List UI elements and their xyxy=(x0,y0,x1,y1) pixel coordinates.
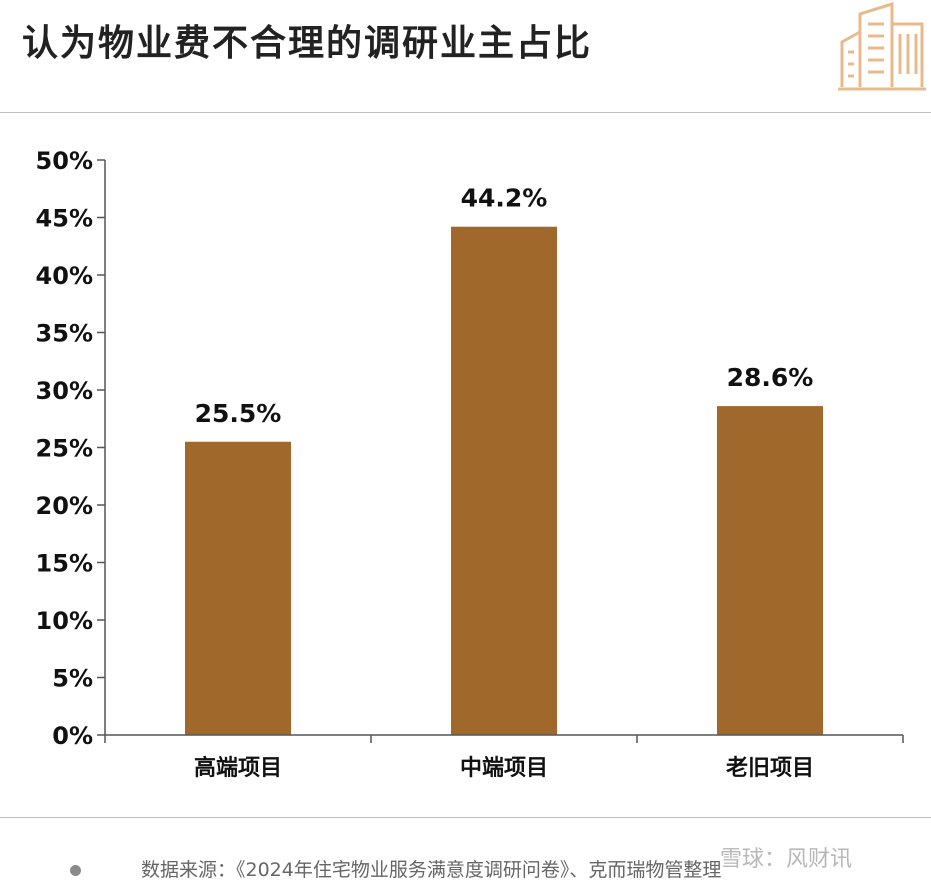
y-tick-label: 25% xyxy=(36,435,93,463)
bullet-dot-icon xyxy=(70,865,81,876)
y-tick-label: 45% xyxy=(36,205,93,233)
bars xyxy=(185,226,823,735)
bar xyxy=(185,441,291,735)
bar xyxy=(717,406,823,735)
y-tick-label: 20% xyxy=(36,492,93,520)
y-tick-label: 50% xyxy=(36,147,93,175)
data-label: 44.2% xyxy=(461,184,548,213)
title-divider xyxy=(0,112,931,113)
building-icon xyxy=(838,2,926,91)
y-tick-label: 10% xyxy=(36,607,93,635)
x-axis: 高端项目 中端项目 老旧项目 xyxy=(104,734,904,781)
y-axis: 0% 5% 10% 15% 20% 25% 30% 35% 40% 45% 50% xyxy=(36,147,106,750)
bar xyxy=(451,226,557,735)
source-text: 数据来源：《2024年住宅物业服务满意度调研问卷》、克而瑞物管整理 xyxy=(141,859,722,881)
y-tick-label: 0% xyxy=(52,722,93,750)
y-tick-label: 5% xyxy=(52,665,93,693)
y-tick-label: 30% xyxy=(36,377,93,405)
y-tick-label: 35% xyxy=(36,320,93,348)
source-note: 数据来源：《2024年住宅物业服务满意度调研问卷》、克而瑞物管整理 雪球：风财讯 xyxy=(70,847,921,882)
data-labels: 25.5% 44.2% 28.6% xyxy=(195,184,814,428)
watermark: 雪球：风财讯 xyxy=(720,847,853,872)
x-tick-label: 老旧项目 xyxy=(725,756,814,781)
data-label: 28.6% xyxy=(727,363,814,392)
y-tick-label: 15% xyxy=(36,550,93,578)
data-label: 25.5% xyxy=(195,399,282,428)
chart-title: 认为物业费不合理的调研业主占比 xyxy=(22,23,593,64)
x-tick-label: 中端项目 xyxy=(460,756,548,781)
bar-chart: 0% 5% 10% 15% 20% 25% 30% 35% 40% 45% 50% 25.5% 44.… xyxy=(36,147,904,781)
y-tick-label: 40% xyxy=(36,262,93,290)
footer-divider xyxy=(0,817,931,818)
x-tick-label: 高端项目 xyxy=(194,755,282,781)
